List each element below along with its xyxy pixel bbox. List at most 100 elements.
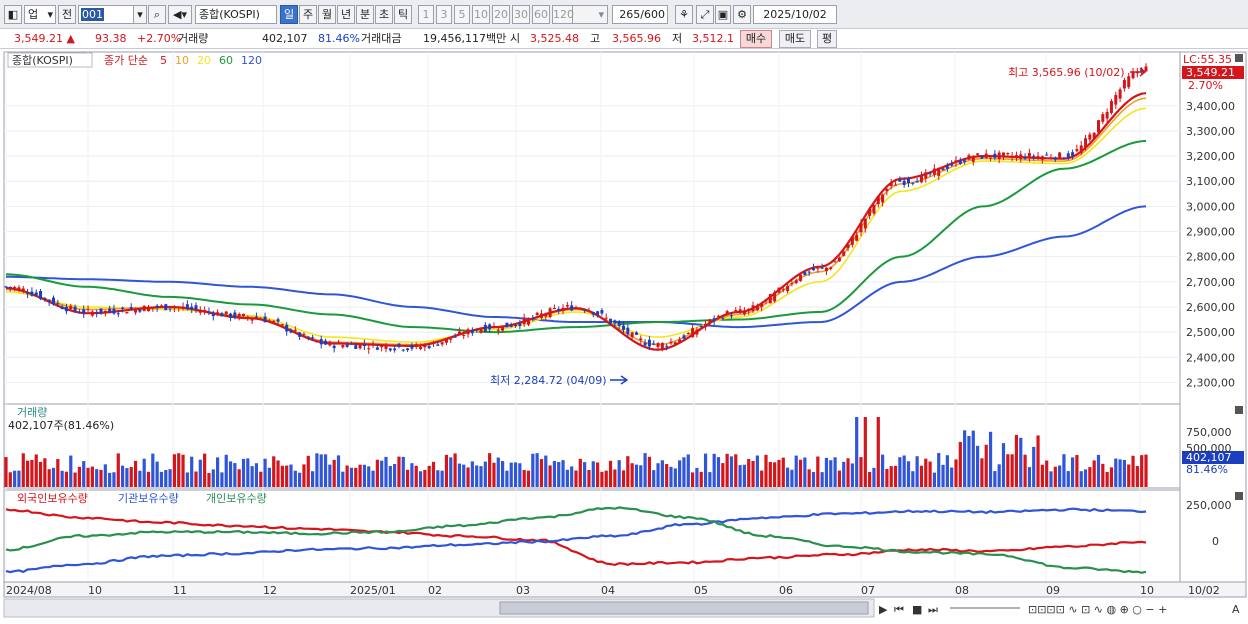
- scroll-first-icon[interactable]: ⏮: [894, 603, 904, 616]
- volume-bar: [583, 462, 587, 487]
- candle-body: [717, 315, 720, 317]
- volume-bar: [60, 470, 64, 487]
- y-tick-label: 2,500,00: [1186, 326, 1235, 339]
- current-price: 3,549.21 ▲: [14, 32, 75, 45]
- volume-bar: [565, 469, 569, 487]
- chevron-down-icon[interactable]: ▾: [133, 5, 147, 24]
- volume-label: 거래량: [178, 32, 209, 45]
- volume-bar: [522, 470, 526, 487]
- interval-button-3[interactable]: 10: [472, 5, 490, 24]
- period-button-5[interactable]: 초: [375, 5, 393, 24]
- eval-button[interactable]: 평: [817, 30, 837, 48]
- hold-tick-0: 0: [1212, 535, 1219, 548]
- volume-bar: [470, 461, 474, 487]
- interval-button-4[interactable]: 20: [492, 5, 510, 24]
- volume-bar: [777, 459, 781, 487]
- period-button-3[interactable]: 년: [337, 5, 355, 24]
- volume-bar: [38, 461, 43, 487]
- candle-body: [578, 308, 582, 310]
- candle-body: [1036, 156, 1040, 159]
- legend-foreign: 외국인보유수량: [17, 492, 88, 505]
- prev-button[interactable]: 전: [58, 5, 76, 24]
- volume-bar: [984, 444, 988, 487]
- font-size-icon[interactable]: A: [1232, 603, 1240, 616]
- chart-type-icon[interactable]: ⚘: [675, 5, 693, 24]
- volume-bar: [263, 458, 267, 487]
- volume-bar: [1066, 471, 1070, 487]
- buy-button[interactable]: 매수: [740, 30, 772, 48]
- volume-bar: [120, 465, 125, 487]
- volume-bar: [8, 472, 12, 487]
- candle-body: [311, 337, 315, 339]
- candle-body: [121, 307, 125, 309]
- candle-body: [721, 318, 725, 320]
- period-button-6[interactable]: 틱: [394, 5, 412, 24]
- period-button-0[interactable]: 일: [280, 5, 298, 24]
- scroll-last-icon[interactable]: ⏭: [928, 603, 938, 616]
- sell-button[interactable]: 매도: [779, 30, 811, 48]
- volume-bar: [103, 464, 107, 487]
- candle-body: [30, 291, 34, 296]
- candle-body: [47, 299, 51, 302]
- candle-body: [172, 307, 176, 309]
- price-panel-close-icon[interactable]: [1235, 54, 1243, 62]
- gear-icon[interactable]: ⚙: [733, 5, 751, 24]
- candle-body: [43, 297, 47, 299]
- interval-dropdown[interactable]: ▾: [572, 5, 608, 24]
- interval-button-5[interactable]: 30: [512, 5, 530, 24]
- candle-body: [941, 168, 945, 171]
- period-button-4[interactable]: 분: [356, 5, 374, 24]
- stop-icon[interactable]: ■: [912, 603, 922, 616]
- volume-panel-close-icon[interactable]: [1235, 406, 1243, 414]
- volume-bar: [937, 453, 941, 487]
- search-icon[interactable]: ⌕: [148, 5, 166, 24]
- interval-button-6[interactable]: 60: [532, 5, 550, 24]
- period-button-2[interactable]: 월: [318, 5, 336, 24]
- interval-button-2[interactable]: 5: [454, 5, 470, 24]
- volume-bar: [1079, 471, 1083, 487]
- candle-body: [915, 181, 919, 183]
- count-input[interactable]: 265/600: [612, 5, 668, 24]
- period-button-1[interactable]: 주: [299, 5, 317, 24]
- holding-panel-close-icon[interactable]: [1235, 492, 1243, 500]
- volume-bar: [526, 470, 531, 487]
- market-select[interactable]: 업 ▾: [24, 5, 56, 24]
- tool-icons[interactable]: ⊡⊡⊡⊡ ∿ ⊡ ∿ ◍ ⊕ ○ − +: [1028, 603, 1167, 616]
- scroll-right-icon[interactable]: ▶: [879, 603, 888, 616]
- candle-body: [1066, 153, 1070, 158]
- interval-button-7[interactable]: 120: [552, 5, 574, 24]
- candle-body: [816, 267, 820, 269]
- chart-svg[interactable]: 3,400,00 3,300,00 3,200,00 3,100,00 3,000,00…: [0, 50, 1248, 621]
- volume-bar: [954, 459, 958, 487]
- volume-bar: [332, 459, 336, 487]
- draw-tool-icon[interactable]: ⤢: [696, 5, 714, 24]
- date-input[interactable]: 2025/10/02: [753, 5, 837, 24]
- legend-name-box: [7, 52, 93, 68]
- volume-bar: [570, 466, 574, 487]
- volume-bar: [375, 459, 379, 487]
- code-input[interactable]: 001: [78, 5, 134, 24]
- x-tick-label: 2025/01: [350, 584, 396, 597]
- save-icon[interactable]: ▣: [715, 5, 731, 24]
- volume-bar: [811, 472, 816, 487]
- volume-bar: [833, 457, 837, 487]
- volume-bar: [77, 466, 82, 487]
- scrollbar-thumb[interactable]: [499, 601, 869, 615]
- interval-button-1[interactable]: 3: [436, 5, 452, 24]
- candle-body: [272, 320, 276, 322]
- volume-bar: [742, 464, 747, 487]
- volume-bar: [785, 467, 790, 487]
- speaker-icon[interactable]: ◀▾: [168, 5, 192, 24]
- individual-holding-line: [5, 506, 1147, 574]
- interval-button-0[interactable]: 1: [418, 5, 434, 24]
- window-menu-icon[interactable]: ◧: [4, 5, 22, 24]
- candle-body: [203, 309, 207, 312]
- volume-bar: [751, 460, 755, 487]
- volume-bar: [1058, 465, 1062, 487]
- volume-bar: [198, 459, 202, 487]
- vol-tick-750k: 750,000: [1186, 426, 1232, 439]
- volume-bar: [34, 454, 38, 487]
- volume-bar: [397, 456, 401, 487]
- volume-bar: [967, 436, 971, 487]
- volume-bar: [17, 470, 21, 487]
